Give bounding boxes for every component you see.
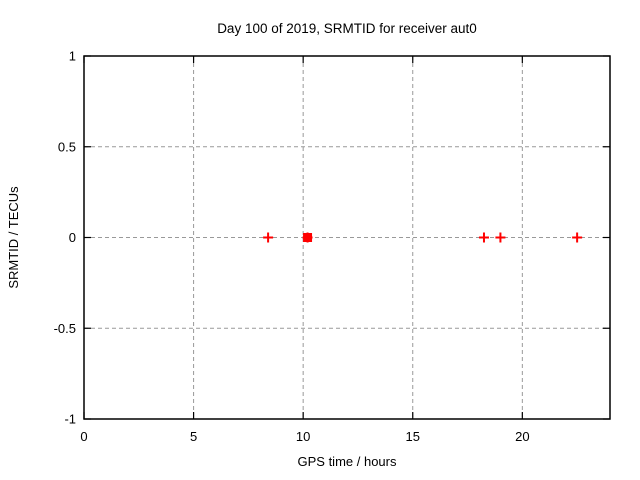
x-tick-label: 5 <box>190 429 197 444</box>
tick-marks-layer <box>83 55 610 420</box>
y-tick-label: 0.5 <box>58 139 76 154</box>
x-tick-label: 15 <box>406 429 420 444</box>
y-tick-label: -1 <box>64 412 76 427</box>
y-tick-label: 1 <box>69 49 76 64</box>
x-tick-label: 10 <box>296 429 310 444</box>
x-axis-label: GPS time / hours <box>298 454 397 469</box>
y-axis-label: SRMTID / TECUs <box>6 186 21 289</box>
y-tick-label: 0 <box>69 230 76 245</box>
chart-title: Day 100 of 2019, SRMTID for receiver aut… <box>217 21 477 36</box>
x-tick-label: 20 <box>515 429 529 444</box>
data-point-plus <box>478 232 489 243</box>
gridlines-layer <box>84 56 610 419</box>
x-tick-label: 0 <box>80 429 87 444</box>
y-tick-label: -0.5 <box>54 321 76 336</box>
data-point-plus <box>495 232 506 243</box>
data-point-plus <box>572 232 583 243</box>
data-point-square <box>303 233 313 242</box>
data-point-plus <box>263 232 274 243</box>
tick-labels-layer: 0 5 10 15 20 -1 -0.5 0 0.5 1 <box>54 49 530 445</box>
data-points-layer <box>263 232 583 243</box>
